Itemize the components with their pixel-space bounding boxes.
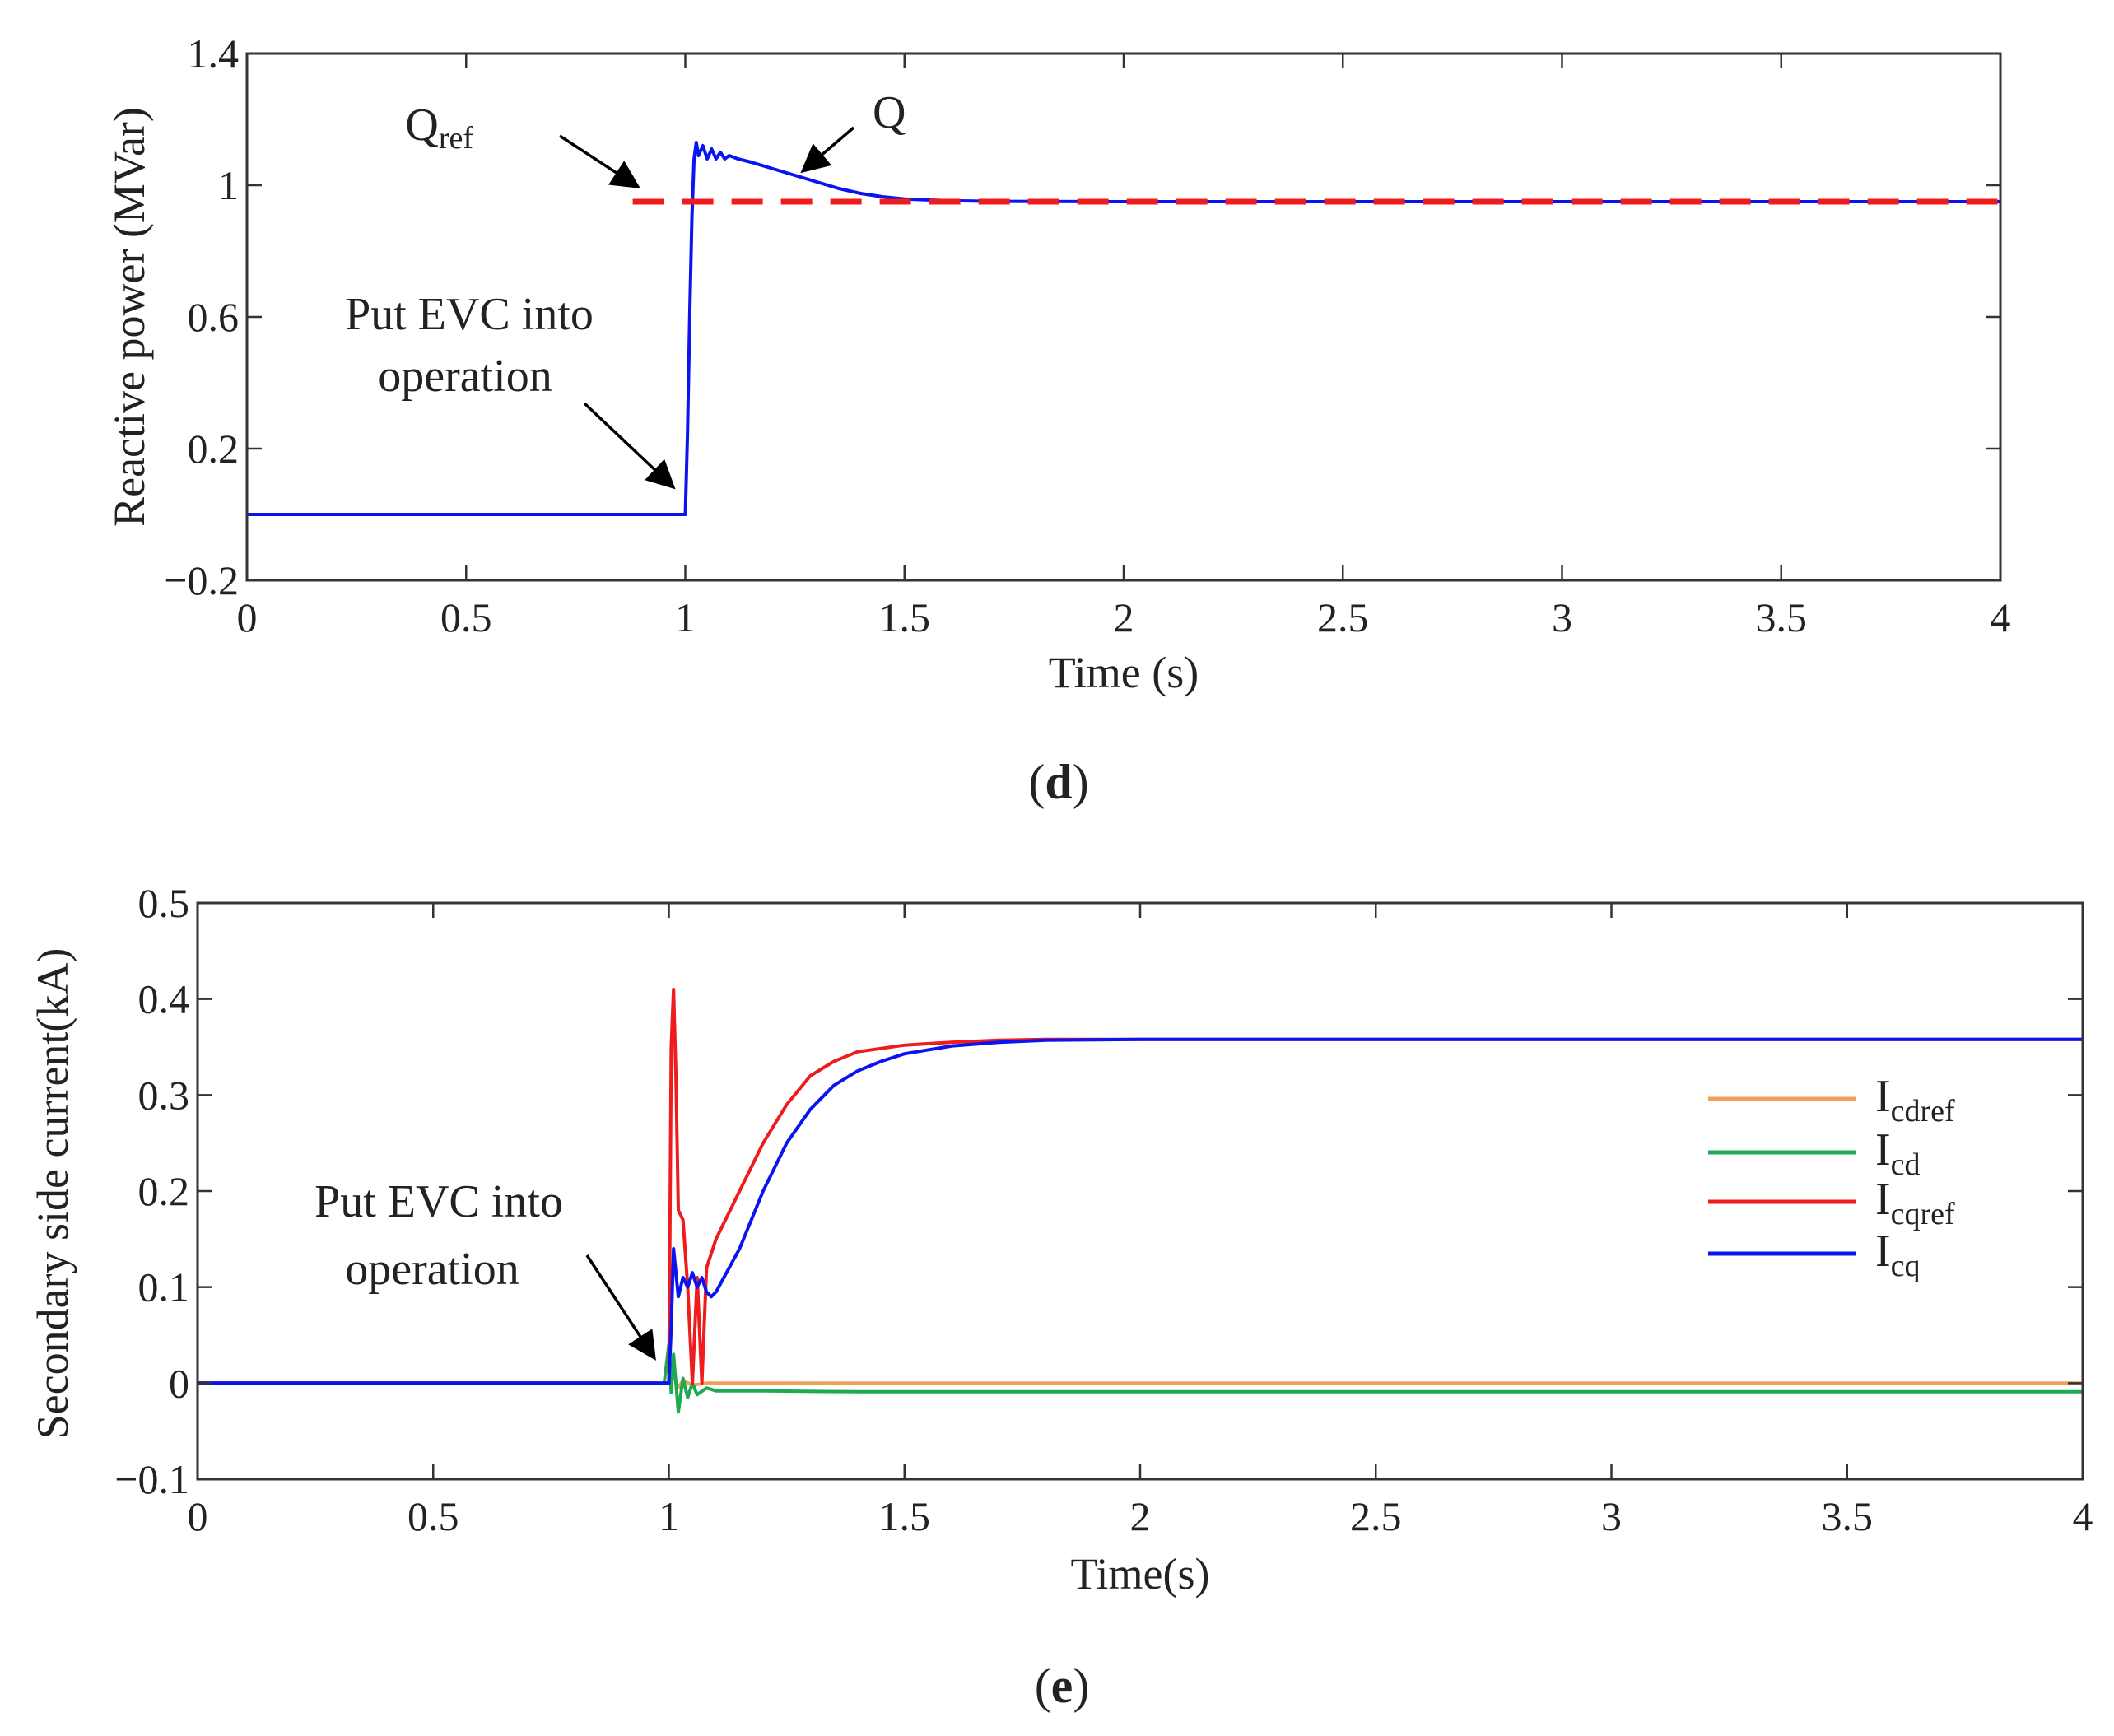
chart-e-ytick-label: 0.3 bbox=[138, 1072, 190, 1118]
chart-d-xtick-label: 3 bbox=[1552, 594, 1572, 640]
chart-e-evc-line1: Put EVC into bbox=[314, 1176, 563, 1227]
chart-e-panel-letter: e bbox=[1051, 1659, 1073, 1713]
legend-label-icqref: Icqref bbox=[1875, 1174, 1955, 1231]
chart-d-xtick-label: 2.5 bbox=[1317, 594, 1369, 640]
chart-e-secondary-current: 0 0.5 1 1.5 2 2.5 3 3.5 4−0.100.10.20.30.40.5 Se… bbox=[28, 880, 2093, 1713]
chart-d-ytick-label: 0.2 bbox=[188, 426, 240, 472]
chart-e-ytick-label: 0.1 bbox=[138, 1264, 190, 1310]
chart-e-legend: Icdref Icd Icqref Icq bbox=[1708, 1071, 1955, 1283]
chart-e-series-group bbox=[198, 988, 2083, 1414]
chart-e-series-icdref bbox=[198, 1371, 2083, 1390]
legend-label-icdref: Icdref bbox=[1875, 1071, 1955, 1129]
chart-e-xtick-label: 2.5 bbox=[1350, 1493, 1402, 1539]
chart-e-ytick-label: 0 bbox=[169, 1360, 189, 1406]
chart-d-qref-label-main: Q bbox=[405, 100, 438, 151]
chart-e-xtick-label: 2 bbox=[1130, 1493, 1151, 1539]
chart-d-series-group bbox=[247, 141, 2000, 516]
chart-e-ytick-label: −0.1 bbox=[114, 1456, 189, 1502]
legend-label-icd: Icd bbox=[1875, 1124, 1921, 1182]
chart-e-ytick-label: 0.4 bbox=[138, 976, 190, 1022]
chart-e-xtick-label: 4 bbox=[2073, 1493, 2093, 1539]
chart-d-axes-ticks: 0 0.5 1 1.5 2 2.5 3 3.5 4 −0.2 0.2 0.6 1 1.4 bbox=[164, 30, 2010, 640]
legend-label-icqref-sub: cqref bbox=[1891, 1197, 1955, 1231]
chart-d-q-label: Q bbox=[873, 87, 906, 138]
chart-d-q-arrow bbox=[800, 126, 855, 174]
chart-d-series-q bbox=[247, 141, 2000, 516]
chart-e-xtick-label: 0.5 bbox=[407, 1493, 459, 1539]
chart-d-xtick-label: 1.5 bbox=[879, 594, 931, 640]
chart-e-ytick-label: 0.5 bbox=[138, 880, 190, 926]
chart-e-series-icq bbox=[198, 1037, 2083, 1385]
chart-d-xtick-label: 1 bbox=[675, 594, 696, 640]
chart-e-evc-arrow bbox=[585, 1254, 656, 1361]
chart-e-xlabel: Time(s) bbox=[1070, 1549, 1209, 1599]
legend-label-icq-main: I bbox=[1875, 1226, 1891, 1277]
legend-label-icq-sub: cq bbox=[1891, 1249, 1921, 1283]
legend-label-icd-sub: cd bbox=[1891, 1147, 1921, 1182]
chart-d-qref-label: Qref bbox=[405, 100, 473, 156]
chart-d-xtick-label: 0.5 bbox=[440, 594, 492, 640]
legend-label-icdref-main: I bbox=[1875, 1071, 1891, 1122]
chart-e-axes-ticks: 0 0.5 1 1.5 2 2.5 3 3.5 4−0.100.10.20.30.40.5 bbox=[114, 880, 2093, 1539]
chart-e-ytick-label: 0.2 bbox=[138, 1168, 190, 1214]
chart-d-xtick-label: 2 bbox=[1114, 594, 1134, 640]
legend-label-icd-main: I bbox=[1875, 1124, 1891, 1175]
chart-d-xlabel: Time (s) bbox=[1049, 648, 1199, 697]
chart-e-series-icqref bbox=[198, 988, 2083, 1385]
chart-e-xtick-label: 3.5 bbox=[1822, 1493, 1874, 1539]
chart-d-ylabel: Reactive power (MVar) bbox=[105, 107, 154, 527]
chart-d-evc-line2: operation bbox=[378, 351, 552, 402]
chart-d-reactive-power: 0 0.5 1 1.5 2 2.5 3 3.5 4 −0.2 0.2 0.6 1 1.4 Reactive… bbox=[105, 30, 2011, 809]
chart-d-panel-letter: d bbox=[1045, 755, 1072, 809]
chart-e-evc-line2: operation bbox=[345, 1244, 519, 1295]
chart-d-ytick-label: 1.4 bbox=[188, 30, 240, 77]
chart-e-xtick-label: 3 bbox=[1601, 1493, 1622, 1539]
chart-d-ytick-label: 0.6 bbox=[188, 294, 240, 340]
chart-d-qref-label-sub: ref bbox=[439, 121, 474, 156]
legend-label-icdref-sub: cdref bbox=[1891, 1094, 1955, 1129]
chart-d-evc-line1: Put EVC into bbox=[345, 289, 594, 340]
chart-e-ylabel: Secondary side current(kA) bbox=[28, 948, 77, 1440]
chart-d-ytick-label: 1 bbox=[218, 162, 239, 208]
chart-e-xtick-label: 1 bbox=[659, 1493, 679, 1539]
chart-d-xtick-label: 3.5 bbox=[1756, 594, 1808, 640]
chart-d-evc-arrow bbox=[583, 402, 676, 490]
chart-d-ytick-label: −0.2 bbox=[164, 557, 239, 603]
chart-e-xtick-label: 0 bbox=[188, 1493, 208, 1539]
chart-e-xtick-label: 1.5 bbox=[879, 1493, 931, 1539]
chart-e-panel-label: (e) bbox=[1035, 1659, 1090, 1713]
legend-label-icqref-main: I bbox=[1875, 1174, 1891, 1225]
chart-d-qref-arrow bbox=[559, 134, 640, 188]
chart-d-panel-label: (d) bbox=[1028, 755, 1088, 809]
chart-d-xtick-label: 0 bbox=[237, 594, 258, 640]
chart-e-series-icd bbox=[198, 1343, 2083, 1414]
chart-d-xtick-label: 4 bbox=[1991, 594, 2011, 640]
legend-label-icq: Icq bbox=[1875, 1226, 1921, 1283]
